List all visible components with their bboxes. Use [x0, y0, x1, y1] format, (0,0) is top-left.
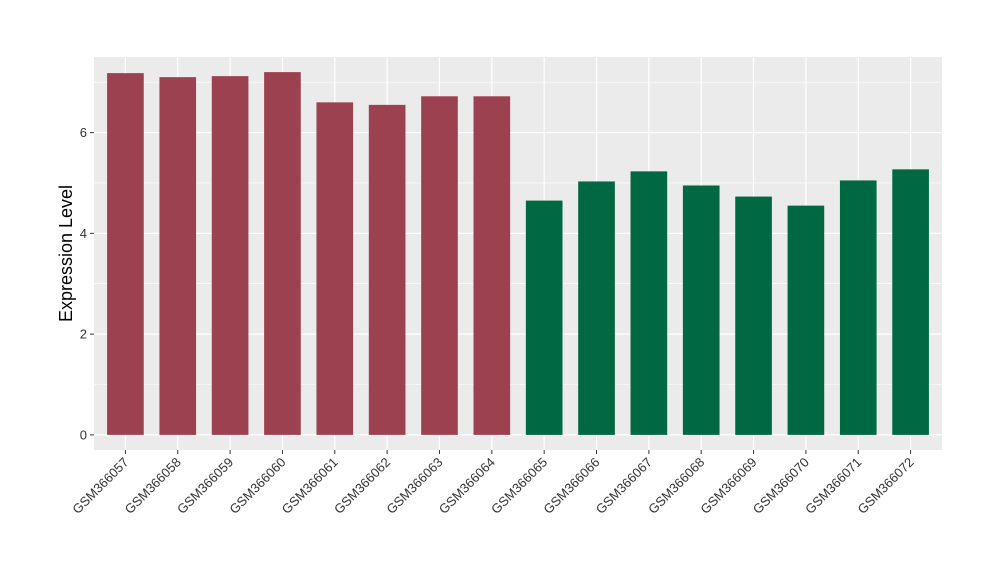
bar-GSM366071: [839, 180, 877, 435]
bar-GSM366066: [578, 181, 615, 435]
x-tick-label: GSM366072: [854, 455, 916, 517]
bar-GSM366057: [107, 73, 144, 435]
bar-GSM366062: [368, 104, 406, 435]
y-tick-label: 2: [80, 327, 87, 342]
x-axis: GSM366057GSM366058GSM366059GSM366060GSM3…: [69, 450, 917, 517]
bar-GSM366063: [421, 96, 458, 435]
y-tick-label: 0: [80, 427, 87, 442]
bar-GSM366068: [682, 185, 720, 435]
bar-GSM366069: [735, 196, 772, 435]
y-axis: 0 2 4 6: [80, 125, 94, 442]
bar-GSM366064: [473, 96, 511, 435]
bar-GSM366065: [525, 200, 563, 435]
y-axis-title: Expression Level: [56, 185, 76, 322]
bars: [107, 72, 929, 435]
bar-GSM366060: [264, 72, 301, 435]
bar-GSM366072: [892, 169, 929, 435]
bar-GSM366070: [787, 205, 825, 435]
y-tick-label: 6: [80, 125, 87, 140]
bar-GSM366061: [316, 102, 354, 435]
bar-GSM366067: [630, 171, 668, 435]
bar-GSM366058: [159, 77, 197, 435]
bar-GSM366059: [211, 76, 249, 435]
y-tick-label: 4: [80, 226, 87, 241]
